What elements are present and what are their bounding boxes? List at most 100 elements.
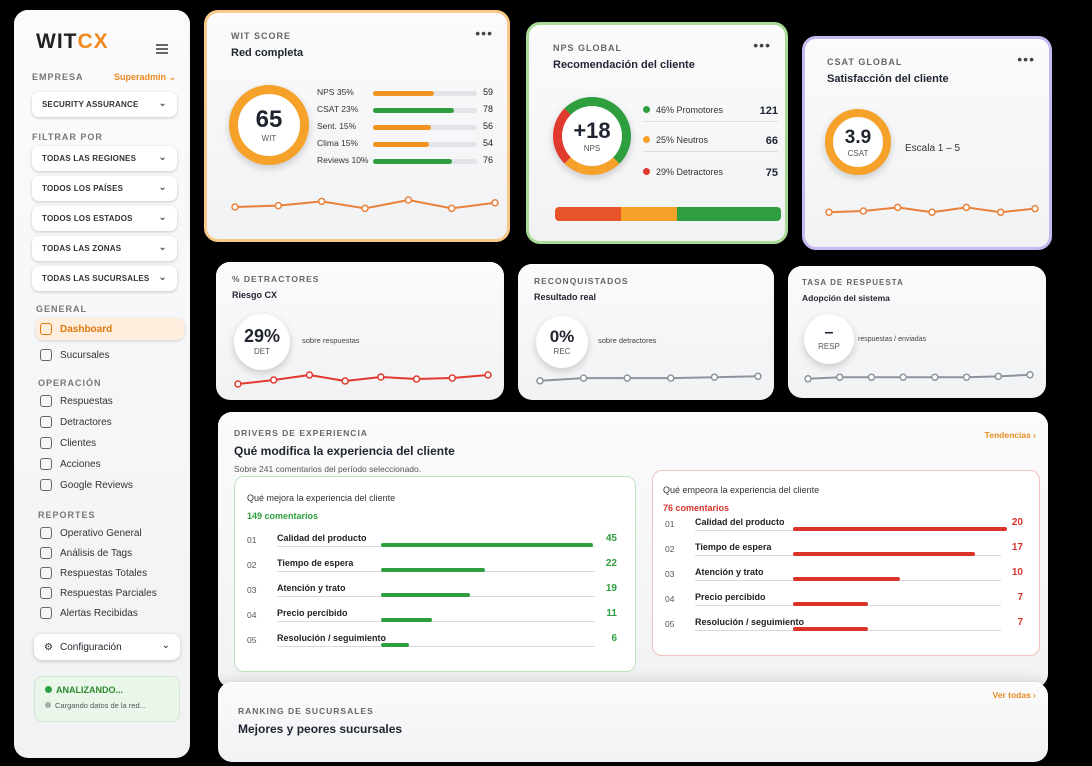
action-icon: [40, 458, 52, 470]
nav-alertas[interactable]: Alertas Recibidas: [36, 602, 184, 624]
chevron-down-icon: ⌄: [168, 72, 177, 82]
csat-title: Satisfacción del cliente: [827, 73, 949, 85]
nav-sucursales[interactable]: Sucursales: [36, 344, 184, 366]
nav-dashboard[interactable]: Dashboard: [36, 318, 184, 340]
nav-google-reviews[interactable]: Google Reviews: [36, 474, 184, 496]
status-dot-icon: [45, 686, 52, 693]
wit-bar-value: 59: [483, 87, 494, 97]
driver-count: 7: [1017, 592, 1023, 603]
negative-count: 76 comentarios: [663, 503, 730, 513]
detractores-card: % DETRACTORES Riesgo CX 29% DET sobre re…: [216, 262, 504, 400]
wit-bar-fill: [373, 159, 453, 164]
driver-row: 02 Tiempo de espera 22: [247, 558, 625, 580]
chevron-down-icon: ⌄: [161, 640, 170, 651]
driver-bar: [381, 593, 471, 597]
reconquistados-sub: sobre detractores: [598, 336, 657, 345]
menu-icon[interactable]: [156, 44, 168, 54]
company-select[interactable]: SECURITY ASSURANCE ⌄: [32, 92, 177, 117]
driver-row: 01 Calidad del producto 45: [247, 533, 625, 555]
general-label: GENERAL: [36, 304, 88, 314]
role-dropdown[interactable]: Superadmin ⌄: [114, 72, 177, 82]
driver-rank: 01: [247, 535, 257, 545]
trend-point: [305, 371, 314, 379]
trend-point: [579, 374, 588, 382]
wit-bar-value: 76: [483, 155, 494, 165]
wit-bar-fill: [373, 125, 432, 130]
nps-title: Recomendación del cliente: [553, 59, 695, 71]
tasa-sub: respuestas / enviadas: [858, 336, 927, 343]
wit-title: Red completa: [231, 47, 304, 59]
more-icon[interactable]: •••: [753, 37, 771, 53]
nps-stack-segment: [677, 207, 781, 221]
driver-bar: [381, 618, 432, 622]
more-icon[interactable]: •••: [475, 25, 493, 41]
driver-row: 01 Calidad del producto 20: [665, 517, 1031, 539]
trend-point: [536, 377, 544, 385]
trend-point: [1026, 371, 1034, 379]
reconquistados-trend-line: [536, 372, 762, 385]
dashboard-icon: [40, 323, 52, 335]
driver-row: 04 Precio percibido 7: [665, 592, 1031, 614]
wit-value: 65: [255, 106, 283, 133]
trend-point: [491, 199, 499, 207]
detractores-unit: DET: [254, 347, 270, 356]
ranking-title: Mejores y peores sucursales: [238, 722, 403, 736]
reportes-label: REPORTES: [38, 510, 96, 520]
wit-gauge: 65 WIT: [229, 85, 309, 165]
state-select[interactable]: TODOS LOS ESTADOS ⌄: [32, 206, 177, 231]
trend-line: [807, 373, 1031, 380]
globe-icon: [40, 479, 52, 491]
status-box: ANALIZANDO... Cargando datos de la red..…: [34, 676, 180, 722]
trend-point: [867, 373, 876, 381]
wit-bar-track: [373, 91, 477, 96]
config-dropdown[interactable]: ⚙ Configuración ⌄: [34, 634, 180, 660]
driver-track: [277, 646, 595, 647]
nav-operativo-general[interactable]: Operativo General: [36, 522, 184, 544]
more-icon[interactable]: •••: [1017, 51, 1035, 67]
driver-rank: 03: [665, 569, 675, 579]
driver-count: 20: [1011, 517, 1023, 528]
driver-label: Resolución / seguimiento: [695, 617, 805, 627]
ver-todas-link[interactable]: Ver todas ›: [992, 690, 1036, 700]
driver-row: 05 Resolución / seguimiento 6: [247, 633, 625, 655]
driver-bar: [381, 568, 485, 572]
reconquistados-title: Resultado real: [534, 292, 597, 302]
nav-clientes[interactable]: Clientes: [36, 432, 184, 454]
nav-analisis-tags[interactable]: Análisis de Tags: [36, 542, 184, 564]
branch-select[interactable]: TODAS LAS SUCURSALES ⌄: [32, 266, 177, 291]
nav-respuestas-parciales[interactable]: Respuestas Parciales: [36, 582, 184, 604]
csat-unit: CSAT: [847, 149, 869, 158]
nav-respuestas-totales[interactable]: Respuestas Totales: [36, 562, 184, 584]
region-select[interactable]: TODAS LAS REGIONES ⌄: [32, 146, 177, 171]
wit-bar-row: NPS 35% 59: [317, 87, 493, 101]
wit-bar-fill: [373, 108, 455, 113]
nav-acciones[interactable]: Acciones: [36, 453, 184, 475]
trend-point: [412, 375, 421, 383]
wit-unit: WIT: [261, 134, 277, 143]
wit-score-card: WIT SCORE Red completa ••• 65 WIT NPS 35…: [204, 10, 510, 242]
trend-point: [893, 203, 902, 212]
drivers-label: DRIVERS DE EXPERIENCIA: [234, 428, 368, 438]
driver-bar: [381, 543, 593, 547]
detractores-trend-line: [234, 371, 492, 388]
trend-point: [899, 373, 907, 381]
trend-point: [928, 208, 936, 216]
driver-bar: [793, 552, 975, 556]
zone-select[interactable]: TODAS LAS ZONAS ⌄: [32, 236, 177, 261]
drivers-subtitle: Sobre 241 comentarios del período selecc…: [234, 464, 422, 474]
filter-label: FILTRAR POR: [32, 132, 103, 142]
country-select[interactable]: TODOS LOS PAÍSES ⌄: [32, 176, 177, 201]
driver-count: 45: [605, 533, 617, 544]
tendencias-link[interactable]: Tendencias ›: [984, 430, 1036, 440]
csat-card: CSAT GLOBAL Satisfacción del cliente •••…: [802, 36, 1052, 250]
driver-rank: 04: [247, 610, 257, 620]
nav-detractores[interactable]: Detractores: [36, 411, 184, 433]
driver-row: 05 Resolución / seguimiento 7: [665, 617, 1031, 639]
driver-rank: 02: [665, 544, 675, 554]
trend-point: [274, 201, 283, 210]
trend-point: [804, 375, 812, 383]
nav-respuestas[interactable]: Respuestas: [36, 390, 184, 412]
nps-stacked-bar: [555, 207, 781, 221]
trend-point: [377, 373, 385, 381]
trend-point: [962, 203, 971, 212]
